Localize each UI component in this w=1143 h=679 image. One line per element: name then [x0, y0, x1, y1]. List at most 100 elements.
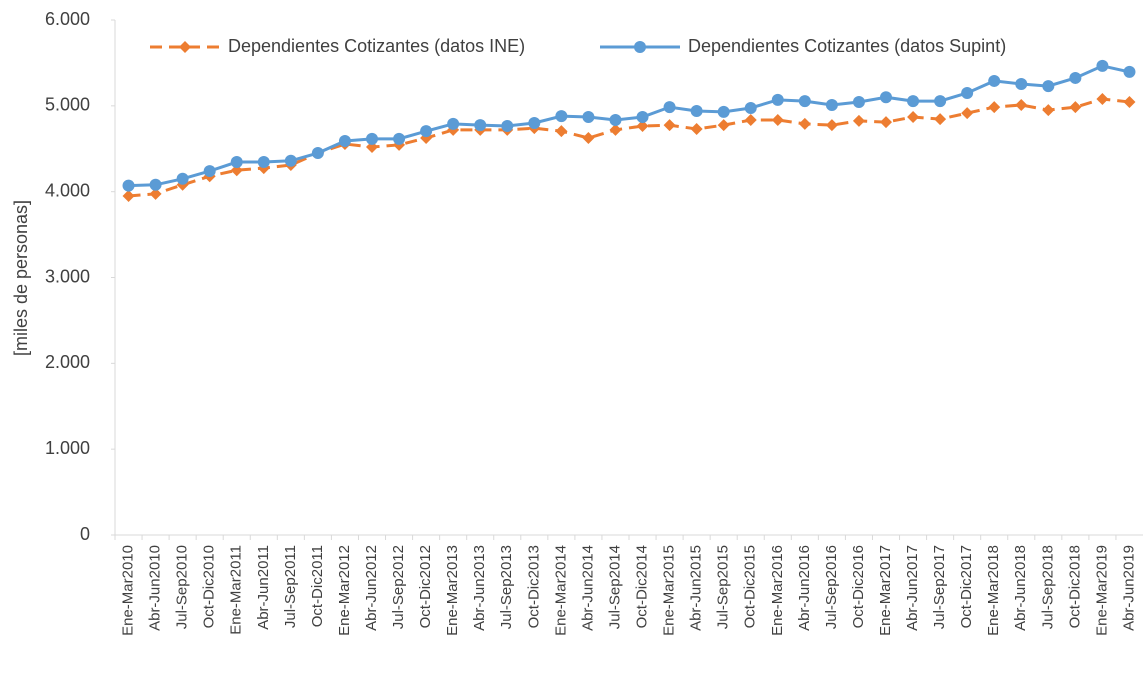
- data-point: [961, 86, 974, 99]
- data-point: [1015, 98, 1028, 111]
- x-tick-label: Ene-Mar2016: [769, 545, 786, 636]
- x-tick-label: Ene-Mar2018: [985, 545, 1002, 636]
- data-point: [609, 113, 622, 126]
- data-point: [880, 91, 892, 104]
- data-point: [149, 187, 162, 200]
- x-tick-label: Oct-Dic2011: [309, 545, 326, 627]
- x-tick-label: Jul-Sep2010: [174, 545, 191, 629]
- x-tick-label: Abr-Jun2019: [1120, 545, 1137, 631]
- data-point: [176, 172, 189, 185]
- data-point: [717, 119, 730, 132]
- x-tick-label: Jul-Sep2013: [498, 545, 515, 629]
- data-point: [690, 123, 703, 136]
- x-tick-label: Jul-Sep2017: [931, 545, 948, 629]
- x-tick-label: Ene-Mar2019: [1093, 545, 1110, 636]
- data-point: [744, 113, 757, 126]
- data-point: [474, 119, 487, 132]
- x-tick-label: Ene-Mar2012: [336, 545, 353, 636]
- data-point: [880, 116, 892, 129]
- data-point: [1096, 59, 1109, 72]
- x-tick-label: Abr-Jun2015: [688, 545, 705, 631]
- x-tick-label: Oct-Dic2016: [850, 545, 867, 628]
- x-tick-label: Jul-Sep2018: [1039, 545, 1056, 629]
- data-point: [907, 95, 920, 108]
- data-point: [798, 117, 811, 130]
- data-point: [771, 113, 784, 126]
- data-point: [122, 179, 135, 192]
- x-tick-label: Oct-Dic2013: [525, 545, 542, 628]
- data-point: [852, 95, 865, 108]
- data-point: [907, 110, 920, 123]
- data-point: [1042, 104, 1055, 117]
- legend-label: Dependientes Cotizantes (datos Supint): [688, 36, 1006, 56]
- data-point: [744, 101, 757, 114]
- data-point: [825, 119, 838, 132]
- data-point: [1069, 71, 1082, 84]
- data-point: [447, 117, 460, 130]
- data-point: [122, 189, 135, 202]
- data-point: [636, 110, 649, 123]
- data-point: [717, 105, 730, 118]
- data-point: [528, 117, 541, 129]
- data-point: [1015, 77, 1028, 90]
- x-tick-label: Oct-Dic2018: [1066, 545, 1083, 628]
- x-tick-label: Jul-Sep2011: [282, 545, 299, 628]
- data-point: [582, 110, 595, 123]
- y-tick-label: 2.000: [45, 352, 90, 372]
- legend-marker: [179, 41, 191, 53]
- data-point: [852, 114, 865, 127]
- data-point: [934, 95, 947, 108]
- data-point: [1123, 65, 1136, 78]
- data-point: [1042, 80, 1055, 93]
- data-point: [230, 156, 243, 169]
- data-point: [771, 93, 784, 106]
- data-point: [311, 147, 324, 160]
- x-tick-label: Oct-Dic2015: [742, 545, 759, 628]
- x-tick-label: Jul-Sep2014: [606, 545, 623, 629]
- data-point: [988, 74, 1001, 87]
- series-line: [128, 97, 1130, 198]
- x-tick-label: Abr-Jun2013: [471, 545, 488, 631]
- x-tick-label: Ene-Mar2017: [877, 545, 894, 636]
- x-tick-label: Jul-Sep2015: [715, 545, 732, 629]
- x-tick-label: Oct-Dic2010: [201, 545, 218, 628]
- legend-label: Dependientes Cotizantes (datos INE): [228, 36, 525, 56]
- data-point: [663, 101, 676, 114]
- y-axis-label: [miles de personas]: [11, 200, 31, 356]
- x-tick-label: Ene-Mar2010: [119, 545, 136, 636]
- data-point: [284, 154, 297, 167]
- x-tick-label: Ene-Mar2011: [228, 545, 245, 635]
- data-point: [582, 132, 595, 145]
- data-point: [825, 98, 838, 111]
- x-tick-label: Abr-Jun2014: [579, 545, 596, 631]
- data-point: [690, 104, 703, 117]
- x-tick-label: Abr-Jun2017: [904, 545, 921, 631]
- y-tick-label: 3.000: [45, 266, 90, 286]
- data-point: [149, 178, 162, 191]
- x-tick-label: Ene-Mar2014: [552, 545, 569, 636]
- y-tick-label: 1.000: [45, 438, 90, 458]
- x-tick-label: Ene-Mar2013: [444, 545, 461, 636]
- data-point: [1123, 95, 1136, 108]
- legend-marker: [634, 41, 646, 53]
- y-tick-label: 5.000: [45, 95, 90, 115]
- data-point: [961, 107, 974, 120]
- data-point: [203, 165, 216, 178]
- x-tick-label: Abr-Jun2011: [255, 545, 272, 630]
- y-tick-label: 0: [80, 524, 90, 544]
- data-point: [1096, 92, 1109, 105]
- x-tick-label: Oct-Dic2014: [633, 545, 650, 628]
- data-point: [609, 123, 622, 136]
- data-point: [501, 120, 514, 133]
- data-point: [663, 119, 676, 132]
- data-point: [1069, 101, 1082, 114]
- data-point: [393, 132, 406, 145]
- data-point: [555, 125, 568, 138]
- y-tick-label: 6.000: [45, 9, 90, 29]
- data-point: [934, 113, 947, 126]
- data-point: [257, 156, 270, 169]
- x-tick-label: Jul-Sep2016: [823, 545, 840, 629]
- x-tick-label: Ene-Mar2015: [661, 545, 678, 636]
- x-tick-label: Jul-Sep2012: [390, 545, 407, 629]
- x-tick-label: Abr-Jun2012: [363, 545, 380, 631]
